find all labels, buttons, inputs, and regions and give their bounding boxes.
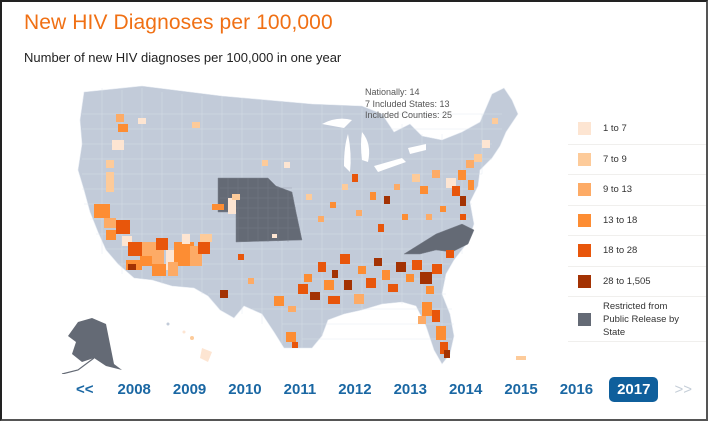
pager-year-2011[interactable]: 2011 [283,381,317,398]
page-title: New HIV Diagnoses per 100,000 [24,11,333,34]
legend-item-18-to-28: 18 to 28 [568,236,706,267]
legend-swatch-icon [578,244,591,258]
pager-year-2015[interactable]: 2015 [504,381,538,398]
legend-item-9-to-13: 9 to 13 [568,175,706,206]
legend-item-7-to-9: 7 to 9 [568,145,706,175]
legend-item-1-to-7: 1 to 7 [568,114,706,145]
pager-year-2012[interactable]: 2012 [338,381,372,398]
pager-prev-button[interactable]: << [76,381,94,398]
state-north-carolina-restricted [403,223,475,255]
us-county-map[interactable] [22,74,562,374]
legend-swatch-icon [578,312,591,326]
pager-next-button[interactable]: >> [674,381,692,398]
pager-year-2014[interactable]: 2014 [448,381,483,398]
legend-swatch-icon [578,274,591,288]
state-alaska-restricted [68,318,122,370]
pager-year-2009[interactable]: 2009 [172,381,207,398]
pager-year-2017-active[interactable]: 2017 [609,377,659,402]
pager-year-2010[interactable]: 2010 [228,381,262,398]
pager-year-2013[interactable]: 2013 [393,381,427,398]
legend-swatch-icon [578,122,591,136]
summary-stats: Nationally: 14 7 Included States: 13 Inc… [365,87,452,122]
year-pager: << 2008 2009 2010 2011 2012 2013 2014 20… [70,377,708,402]
stat-included-states: 7 Included States: 13 [365,98,450,109]
legend-item-restricted: Restricted from Public Release by State [568,297,706,342]
legend-swatch-icon [578,183,591,197]
map-legend: 1 to 7 7 to 9 9 to 13 13 to 18 18 to 28 … [568,114,706,342]
pager-year-2016[interactable]: 2016 [559,381,594,398]
legend-item-13-to-18: 13 to 18 [568,206,706,236]
pager-year-2008[interactable]: 2008 [117,381,151,398]
legend-swatch-icon [578,213,591,227]
legend-item-28-to-1505: 28 to 1,505 [568,267,706,297]
legend-swatch-icon [578,152,591,166]
stat-included-counties: Included Counties: 25 [365,110,453,120]
stat-national: Nationally: 14 [365,87,420,97]
page-subtitle: Number of new HIV diagnoses per 100,000 … [24,50,342,65]
